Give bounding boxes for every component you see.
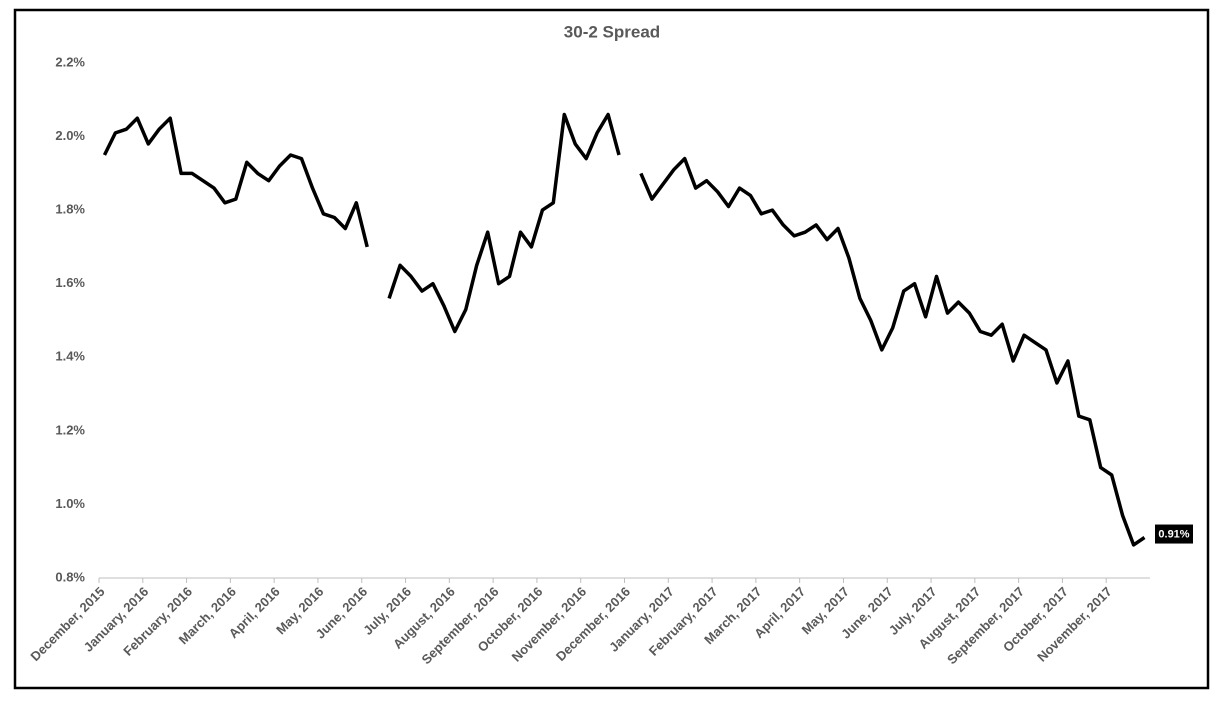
x-tick-label: December, 2015 (27, 584, 107, 664)
y-tick-label: 1.2% (55, 422, 85, 437)
line-series (639, 156, 1146, 547)
x-tick-label: September, 2016 (419, 584, 502, 667)
y-tick-label: 2.2% (55, 54, 85, 69)
y-tick-label: 0.8% (55, 569, 85, 584)
x-tick-label: November, 2016 (509, 584, 590, 665)
y-tick-label: 1.6% (55, 275, 85, 290)
x-tick-label: September, 2017 (944, 584, 1027, 667)
value-label: 0.91% (1158, 528, 1189, 540)
x-tick-label: November, 2017 (1034, 584, 1115, 665)
line-series (102, 116, 369, 248)
y-tick-label: 2.0% (55, 128, 85, 143)
value-label-box (1155, 524, 1193, 544)
chart-border (13, 8, 1210, 690)
x-tick-label: December, 2016 (553, 584, 633, 664)
line-series (387, 112, 621, 334)
y-tick-label: 1.0% (55, 496, 85, 511)
chart-title: 30-2 Spread (564, 22, 660, 41)
y-tick-label: 1.8% (55, 202, 85, 217)
y-tick-label: 1.4% (55, 349, 85, 364)
